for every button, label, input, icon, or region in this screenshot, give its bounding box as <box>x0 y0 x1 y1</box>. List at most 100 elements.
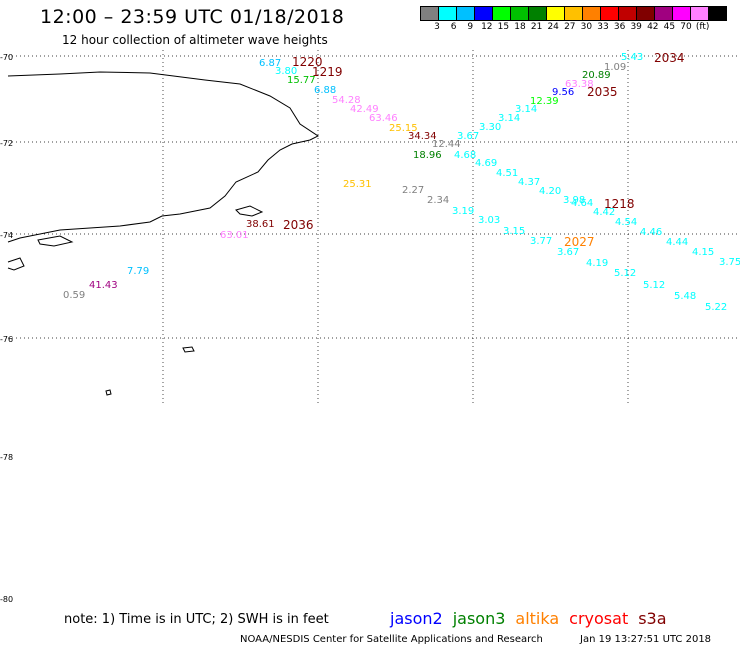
footer-timestamp: Jan 19 13:27:51 UTC 2018 <box>580 634 712 645</box>
color-scale-label: 9 <box>467 22 474 32</box>
wave-height-value: 38.61 <box>246 219 275 230</box>
wave-height-value: 3.03 <box>478 215 500 226</box>
wave-height-value: 25.15 <box>389 123 418 134</box>
wave-height-value: 4.19 <box>586 258 608 269</box>
wave-height-value: 4.37 <box>518 177 540 188</box>
pass-time-label: 2035 <box>587 85 618 99</box>
wave-height-value: 3.14 <box>498 113 520 124</box>
island-2 <box>105 389 112 396</box>
legend-satellite-jason3: jason3 <box>452 609 506 628</box>
wave-height-value: 63.38 <box>565 79 594 90</box>
color-scale-label: 36 <box>613 22 626 32</box>
wave-height-value: 3.30 <box>479 122 501 133</box>
legend-satellite-s3a: s3a <box>638 609 667 628</box>
pass-time-label: 2034 <box>654 51 685 65</box>
color-scale-label: 30 <box>580 22 593 32</box>
coastline-cape <box>7 257 25 271</box>
wave-height-value: 63.46 <box>369 113 398 124</box>
map-title: 12:00 – 23:59 UTC 01/18/2018 <box>40 6 345 28</box>
footer-credit: NOAA/NESDIS Center for Satellite Applica… <box>240 634 543 645</box>
wave-height-value: 42.49 <box>350 104 379 115</box>
latitude-label: -76 <box>0 335 13 344</box>
latitude-label: -74 <box>0 231 13 240</box>
color-scale-label: 12 <box>481 22 493 32</box>
legend-satellite-cryosat: cryosat <box>569 609 629 628</box>
latitude-label: -78 <box>0 453 13 462</box>
wave-height-value: 0.59 <box>63 290 85 301</box>
wave-height-value: 5.12 <box>643 280 665 291</box>
altimeter-map: -70-72-74-76-78-80 165168171-174177 6.87… <box>0 50 740 604</box>
coastline-shelf <box>37 235 74 247</box>
wave-height-value: 18.96 <box>413 150 442 161</box>
wave-height-value: 6.87 <box>259 58 281 69</box>
island-1 <box>182 346 195 353</box>
antarctic-coastline <box>7 71 319 243</box>
grid-lines <box>8 50 740 406</box>
pass-time-label: 1219 <box>312 65 343 79</box>
color-scale-labels: 3 6 9 12 15 18 21 24 27 30 33 36 39 42 45 70 (ft) <box>421 22 740 36</box>
wave-height-value: 3.80 <box>275 66 297 77</box>
coastline <box>7 71 319 396</box>
wave-height-value: 3.75 <box>719 257 740 268</box>
color-scale-label: 45 <box>663 22 676 32</box>
wave-height-value: 34.34 <box>408 131 437 142</box>
color-scale-label: 42 <box>647 22 659 32</box>
wave-height-value: 5.22 <box>705 302 727 313</box>
color-scale-label: (ft) <box>695 22 710 32</box>
wave-height-value: 3.67 <box>557 247 579 258</box>
wave-height-value: 5.12 <box>614 268 636 279</box>
map-subtitle: 12 hour collection of altimeter wave hei… <box>62 33 328 47</box>
wave-height-value: 4.54 <box>615 217 637 228</box>
wave-height-value: 20.89 <box>582 70 611 81</box>
color-scale-label: 18 <box>514 22 526 32</box>
color-scale-label: 70 <box>680 22 692 32</box>
wave-height-value: 3.19 <box>452 206 474 217</box>
latitude-label: -72 <box>0 139 13 148</box>
color-scale-label: 39 <box>630 22 642 32</box>
wave-height-value: 4.44 <box>666 237 688 248</box>
wave-height-value: 15.77 <box>287 75 316 86</box>
wave-height-value: 4.51 <box>496 168 518 179</box>
color-scale-label: 15 <box>497 22 510 32</box>
legend-satellite-jason2: jason2 <box>390 609 443 628</box>
color-scale-bar <box>420 6 727 21</box>
wave-height-value: 5.43 <box>621 52 643 63</box>
wave-height-value: 63.01 <box>220 230 249 241</box>
satellite-legend: jason2 jason3 altika cryosat s3a <box>390 609 667 628</box>
wave-height-value: 54.28 <box>332 95 361 106</box>
wave-height-value: 5.48 <box>674 291 696 302</box>
latitude-label: -70 <box>0 53 13 62</box>
wave-height-value: 12.44 <box>432 139 461 150</box>
wave-height-value: 4.15 <box>692 247 714 258</box>
wave-height-value: 25.31 <box>343 179 372 190</box>
wave-height-value: 41.43 <box>89 280 118 291</box>
color-scale-label: 21 <box>530 22 543 32</box>
wave-height-value: 4.68 <box>454 150 476 161</box>
pass-time-label: 1220 <box>292 55 323 69</box>
color-scale-label: 27 <box>564 22 576 32</box>
color-scale-label: 3 <box>434 22 440 32</box>
color-scale-label: 24 <box>547 22 559 32</box>
wave-height-value: 4.20 <box>539 186 561 197</box>
legend-satellite-altika: altika <box>515 609 560 628</box>
wave-height-value: 3.77 <box>530 236 552 247</box>
wave-height-value: 4.69 <box>475 158 497 169</box>
lat-axis: -70 -72 -74 -76 -78 -80 <box>0 53 13 604</box>
footer-note: note: 1) Time is in UTC; 2) SWH is in fe… <box>64 612 329 627</box>
color-scale-label: 6 <box>450 22 457 32</box>
wave-height-value: 4.42 <box>593 207 615 218</box>
wave-height-value: 2.34 <box>427 195 449 206</box>
wave-height-value: 3.15 <box>503 226 525 237</box>
latitude-label: -80 <box>0 595 13 604</box>
wave-height-value: 9.56 <box>552 87 574 98</box>
wave-height-value: 7.79 <box>127 266 149 277</box>
wave-height-value: 4.46 <box>640 227 662 238</box>
wave-height-value: 3.67 <box>457 131 479 142</box>
wave-height-value: 6.88 <box>314 85 336 96</box>
wave-height-value: 3.14 <box>515 104 537 115</box>
pass-time-label: 2036 <box>283 218 314 232</box>
color-scale-swatch <box>708 6 727 21</box>
wave-height-value: 1.09 <box>604 62 626 73</box>
wave-height-value: 3.98 <box>563 195 585 206</box>
